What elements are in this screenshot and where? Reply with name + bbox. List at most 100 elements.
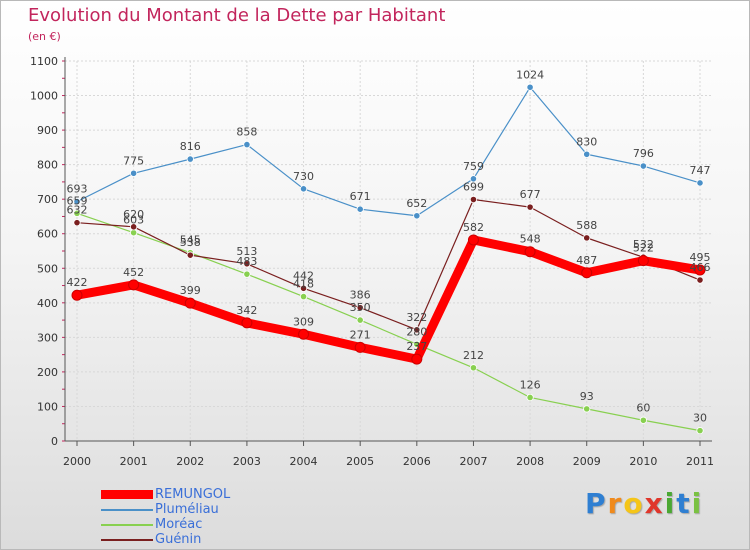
data-label: 30 bbox=[693, 412, 707, 425]
data-label: 342 bbox=[236, 304, 257, 317]
legend-item: REMUNGOL bbox=[101, 487, 230, 502]
data-point bbox=[526, 83, 534, 91]
data-label: 322 bbox=[406, 311, 427, 324]
data-labels: 693 775 816 858 730 671 652 759 1024 830 796 747 659… bbox=[67, 68, 711, 424]
data-label: 548 bbox=[520, 233, 541, 246]
legend-swatch bbox=[101, 523, 153, 526]
data-label: 747 bbox=[690, 164, 711, 177]
data-point bbox=[73, 209, 81, 217]
y-tick-label: 300 bbox=[37, 331, 58, 344]
legend-item: Moréac bbox=[101, 517, 230, 532]
data-label: 60 bbox=[636, 401, 650, 414]
data-point bbox=[130, 229, 138, 237]
logo-letter: i bbox=[691, 487, 704, 520]
data-label: 1024 bbox=[516, 68, 544, 81]
logo-letter: r bbox=[607, 487, 624, 520]
data-point bbox=[130, 169, 138, 177]
data-label: 603 bbox=[123, 214, 144, 227]
y-tick-label: 700 bbox=[37, 193, 58, 206]
data-label: 466 bbox=[690, 261, 711, 274]
data-label: 538 bbox=[180, 236, 201, 249]
data-label: 452 bbox=[123, 266, 144, 279]
x-tick-label: 2003 bbox=[233, 455, 261, 468]
data-point bbox=[71, 289, 83, 301]
data-point bbox=[130, 223, 138, 231]
logo-letter: t bbox=[676, 487, 692, 520]
data-point bbox=[696, 276, 704, 284]
data-label: 671 bbox=[350, 190, 371, 203]
data-point bbox=[356, 304, 364, 312]
data-label: 588 bbox=[576, 219, 597, 232]
data-label: 830 bbox=[576, 135, 597, 148]
data-point bbox=[469, 195, 478, 204]
data-label: 759 bbox=[463, 160, 484, 173]
legend-label: Guénin bbox=[155, 532, 202, 547]
data-point bbox=[696, 179, 704, 187]
data-label: 582 bbox=[463, 221, 484, 234]
data-label: 93 bbox=[580, 390, 594, 403]
chart-title: Evolution du Montant de la Dette par Hab… bbox=[28, 5, 446, 26]
y-tick-label: 600 bbox=[37, 228, 58, 241]
proxiti-logo: Proxiti bbox=[585, 487, 703, 520]
data-label: 483 bbox=[236, 255, 257, 268]
x-tick-label: 2000 bbox=[63, 455, 91, 468]
data-point bbox=[241, 317, 253, 329]
data-point bbox=[243, 141, 251, 149]
data-point bbox=[583, 234, 591, 242]
data-label: 418 bbox=[293, 278, 314, 291]
data-point bbox=[128, 279, 140, 291]
data-point bbox=[469, 175, 478, 183]
data-point bbox=[184, 297, 196, 309]
y-tick-label: 1000 bbox=[30, 90, 58, 103]
data-label: 730 bbox=[293, 170, 314, 183]
logo-letter: o bbox=[623, 487, 645, 520]
x-tick-label: 2008 bbox=[516, 455, 544, 468]
logo-letter: x bbox=[644, 487, 665, 520]
y-tick-label: 900 bbox=[37, 124, 58, 137]
data-label: 126 bbox=[520, 378, 541, 391]
series-line-1 bbox=[76, 86, 701, 217]
grid bbox=[65, 60, 712, 442]
legend-item: Pluméliau bbox=[101, 502, 230, 517]
logo-letter: i bbox=[664, 487, 677, 520]
x-tick-label: 2004 bbox=[290, 455, 318, 468]
legend-label: Moréac bbox=[155, 517, 203, 532]
data-point bbox=[299, 292, 308, 301]
data-point bbox=[354, 341, 366, 353]
data-label: 237 bbox=[406, 340, 427, 353]
data-label: 399 bbox=[180, 284, 201, 297]
data-label: 659 bbox=[67, 194, 88, 207]
data-point bbox=[526, 203, 534, 211]
x-tick-label: 2007 bbox=[459, 455, 487, 468]
data-label: 652 bbox=[406, 197, 427, 210]
logo-letter: P bbox=[585, 487, 608, 520]
x-tick-label: 2001 bbox=[120, 455, 148, 468]
data-label: 522 bbox=[633, 242, 654, 255]
data-point bbox=[694, 264, 706, 276]
x-tick-label: 2009 bbox=[573, 455, 601, 468]
legend-swatch bbox=[101, 508, 153, 511]
data-point bbox=[469, 364, 478, 372]
x-tick-label: 2005 bbox=[346, 455, 374, 468]
data-point bbox=[299, 284, 308, 292]
data-point bbox=[583, 150, 591, 158]
data-point bbox=[186, 155, 194, 163]
series-line-2 bbox=[76, 212, 701, 432]
data-label: 442 bbox=[293, 269, 314, 282]
data-point bbox=[639, 162, 647, 170]
legend-label: REMUNGOL bbox=[155, 487, 231, 502]
data-point bbox=[411, 353, 423, 365]
data-label: 693 bbox=[67, 183, 88, 196]
y-tick-label: 500 bbox=[37, 262, 58, 275]
data-point bbox=[73, 198, 81, 206]
data-point bbox=[467, 234, 479, 246]
data-label: 487 bbox=[576, 254, 597, 267]
series-line-3 bbox=[76, 198, 701, 331]
data-point bbox=[299, 185, 308, 193]
series-lines bbox=[71, 83, 706, 435]
data-point bbox=[243, 270, 251, 278]
legend-swatch bbox=[101, 490, 153, 499]
data-label: 422 bbox=[67, 276, 88, 289]
